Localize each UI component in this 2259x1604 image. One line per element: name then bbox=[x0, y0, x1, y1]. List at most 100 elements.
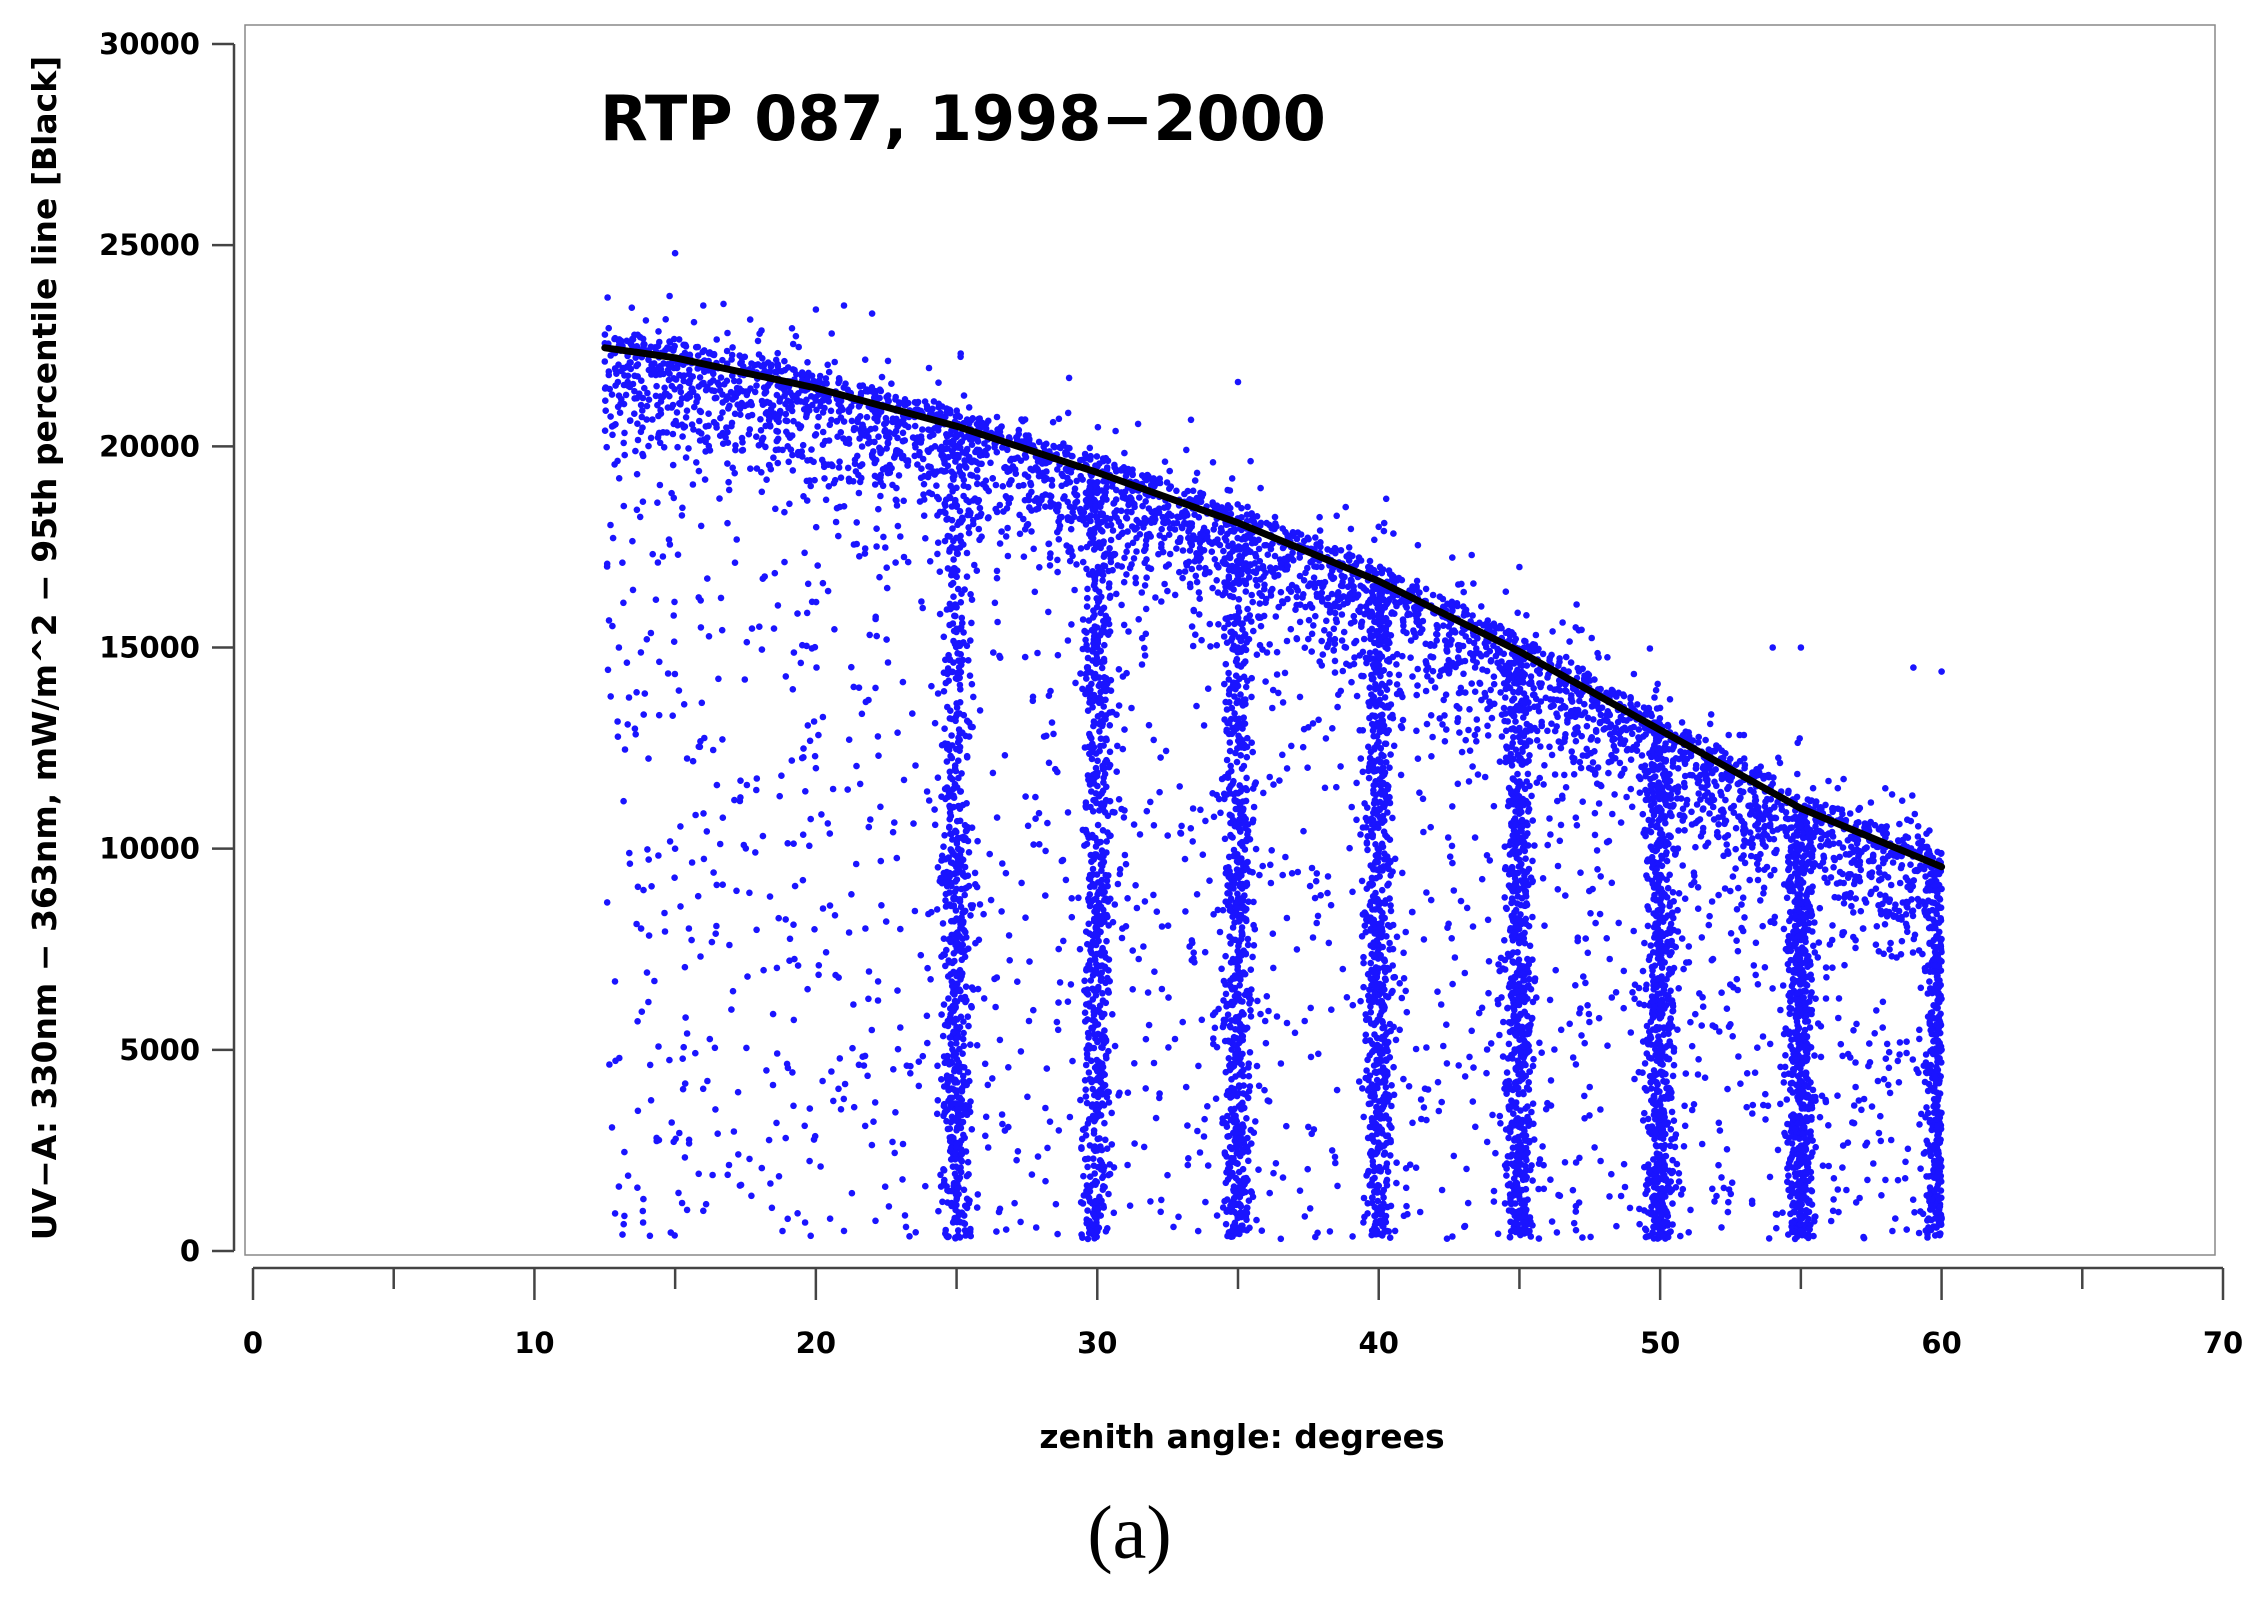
data-point bbox=[1004, 524, 1011, 532]
data-point bbox=[940, 688, 948, 695]
data-point bbox=[1861, 896, 1869, 903]
data-point bbox=[609, 431, 616, 439]
data-point bbox=[1094, 821, 1102, 829]
data-point bbox=[1279, 599, 1287, 607]
data-point bbox=[1766, 806, 1774, 814]
data-point bbox=[1628, 746, 1635, 753]
data-point bbox=[611, 365, 619, 372]
data-point bbox=[1301, 644, 1309, 651]
data-point bbox=[674, 443, 681, 451]
y-tick-label: 25000 bbox=[99, 228, 200, 262]
data-point bbox=[1225, 573, 1233, 580]
data-point bbox=[968, 596, 976, 603]
data-point bbox=[663, 390, 670, 398]
data-point bbox=[808, 446, 815, 453]
data-point bbox=[1753, 860, 1761, 868]
data-point bbox=[1333, 618, 1340, 626]
data-point bbox=[1188, 565, 1196, 573]
data-point bbox=[1433, 637, 1440, 644]
data-point bbox=[924, 447, 931, 454]
data-point bbox=[1427, 712, 1435, 719]
data-point bbox=[1512, 718, 1519, 725]
data-point bbox=[1109, 566, 1116, 574]
data-point bbox=[722, 434, 729, 441]
data-point bbox=[1881, 921, 1889, 928]
data-point bbox=[605, 371, 613, 379]
data-point bbox=[952, 612, 959, 620]
data-point bbox=[1829, 833, 1837, 840]
plot-frame bbox=[244, 24, 2216, 1256]
data-point bbox=[1596, 718, 1604, 726]
data-point bbox=[1041, 477, 1048, 484]
data-point bbox=[1249, 598, 1256, 606]
data-point bbox=[1403, 629, 1410, 637]
data-point bbox=[946, 815, 953, 823]
data-point bbox=[944, 1022, 952, 1030]
data-point bbox=[676, 383, 684, 391]
data-point bbox=[1407, 654, 1414, 661]
data-point bbox=[959, 619, 966, 627]
data-point bbox=[732, 442, 739, 449]
data-point bbox=[1020, 515, 1027, 523]
data-point bbox=[1617, 739, 1624, 747]
data-point bbox=[1079, 826, 1087, 834]
data-point bbox=[1904, 928, 1911, 936]
data-point bbox=[1839, 870, 1846, 878]
data-point bbox=[1079, 558, 1087, 566]
data-point bbox=[1831, 856, 1838, 864]
data-point bbox=[1092, 481, 1099, 489]
data-point bbox=[1331, 609, 1339, 617]
data-point bbox=[1267, 545, 1275, 553]
data-point bbox=[856, 435, 863, 442]
data-point bbox=[961, 1105, 968, 1113]
data-point bbox=[1557, 697, 1565, 704]
data-point bbox=[1095, 1205, 1102, 1213]
data-point bbox=[789, 451, 796, 459]
data-point bbox=[1233, 758, 1241, 766]
data-point bbox=[1593, 847, 1601, 854]
data-point bbox=[795, 451, 802, 459]
data-point bbox=[802, 413, 810, 421]
data-point bbox=[758, 488, 766, 496]
data-point bbox=[1762, 843, 1769, 850]
data-point bbox=[1572, 725, 1579, 732]
data-point bbox=[1456, 729, 1463, 736]
data-point bbox=[952, 675, 960, 682]
data-point bbox=[676, 371, 683, 379]
data-point bbox=[1688, 808, 1695, 816]
data-point bbox=[958, 514, 966, 522]
data-point bbox=[1132, 574, 1139, 582]
data-point bbox=[1008, 477, 1015, 484]
data-point bbox=[1213, 577, 1220, 584]
data-point bbox=[639, 335, 647, 343]
data-point bbox=[1436, 593, 1444, 600]
data-point bbox=[790, 393, 797, 401]
data-point bbox=[968, 619, 975, 627]
data-point bbox=[774, 435, 782, 443]
data-point bbox=[660, 444, 668, 451]
data-point bbox=[1082, 804, 1090, 811]
data-point bbox=[967, 912, 974, 919]
data-point bbox=[1253, 582, 1261, 589]
data-point bbox=[1211, 556, 1219, 563]
data-point bbox=[1176, 568, 1183, 576]
data-point bbox=[840, 418, 848, 425]
data-point bbox=[620, 400, 628, 408]
data-point bbox=[1605, 758, 1612, 766]
data-point bbox=[1609, 810, 1616, 818]
data-point bbox=[1084, 594, 1091, 602]
data-point bbox=[1422, 585, 1430, 593]
data-point bbox=[1577, 764, 1585, 772]
data-point bbox=[951, 1076, 959, 1084]
data-point bbox=[1094, 879, 1102, 886]
data-point bbox=[950, 870, 958, 878]
data-point bbox=[1090, 691, 1098, 699]
data-point bbox=[1755, 815, 1763, 823]
data-point bbox=[894, 434, 901, 442]
data-point bbox=[1098, 1013, 1106, 1021]
data-point bbox=[960, 1212, 968, 1219]
data-point bbox=[1498, 733, 1506, 740]
data-point bbox=[1108, 1141, 1116, 1148]
data-point bbox=[1725, 772, 1733, 780]
y-tick-label: 5000 bbox=[119, 1033, 200, 1067]
